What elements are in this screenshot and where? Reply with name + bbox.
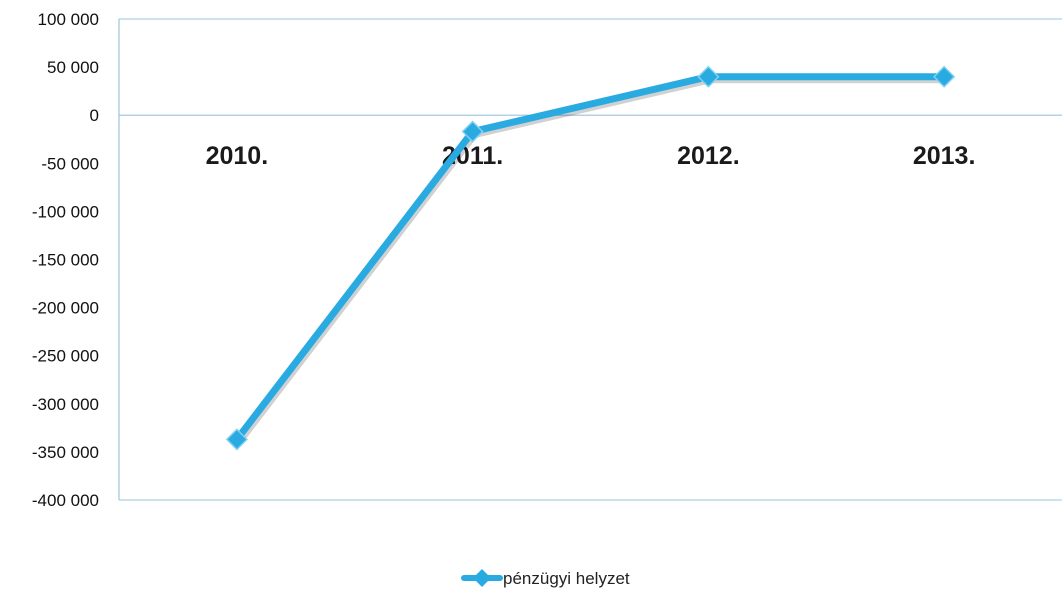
plot-frame <box>118 18 1062 501</box>
series-line-0 <box>233 73 948 443</box>
x-tick-label: 2010. <box>206 142 269 170</box>
data-point-marker <box>225 428 248 451</box>
y-tick-label: -200 000 <box>32 299 99 318</box>
legend: pénzügyi helyzet <box>461 569 630 588</box>
legend-label-penzugyi-helyzet: pénzügyi helyzet <box>503 569 630 588</box>
y-tick-label: -150 000 <box>32 251 99 270</box>
y-tick-label: -400 000 <box>32 491 99 510</box>
y-tick-label: -250 000 <box>32 347 99 366</box>
legend-diamond-marker <box>473 569 491 587</box>
data-point-marker <box>461 120 484 143</box>
y-tick-label: 100 000 <box>38 10 99 29</box>
y-tick-label: -50 000 <box>41 154 99 173</box>
data-point-marker <box>697 65 720 88</box>
y-tick-label: -100 000 <box>32 202 99 221</box>
data-point-marker <box>933 65 956 88</box>
x-tick-label: 2013. <box>913 142 976 170</box>
series-layer <box>225 65 956 451</box>
x-tick-label: 2012. <box>677 142 740 170</box>
y-tick-label: 50 000 <box>47 58 99 77</box>
y-tick-label: -350 000 <box>32 443 99 462</box>
x-axis-ticks: 2010. 2011. 2012. 2013. <box>206 142 976 170</box>
series-line-shadow <box>235 76 950 446</box>
y-tick-label: -300 000 <box>32 395 99 414</box>
y-axis-ticks: 100 000 50 000 0 -50 000 -100 000 -150 000 -20… <box>32 10 99 510</box>
y-tick-label: 0 <box>90 106 99 125</box>
